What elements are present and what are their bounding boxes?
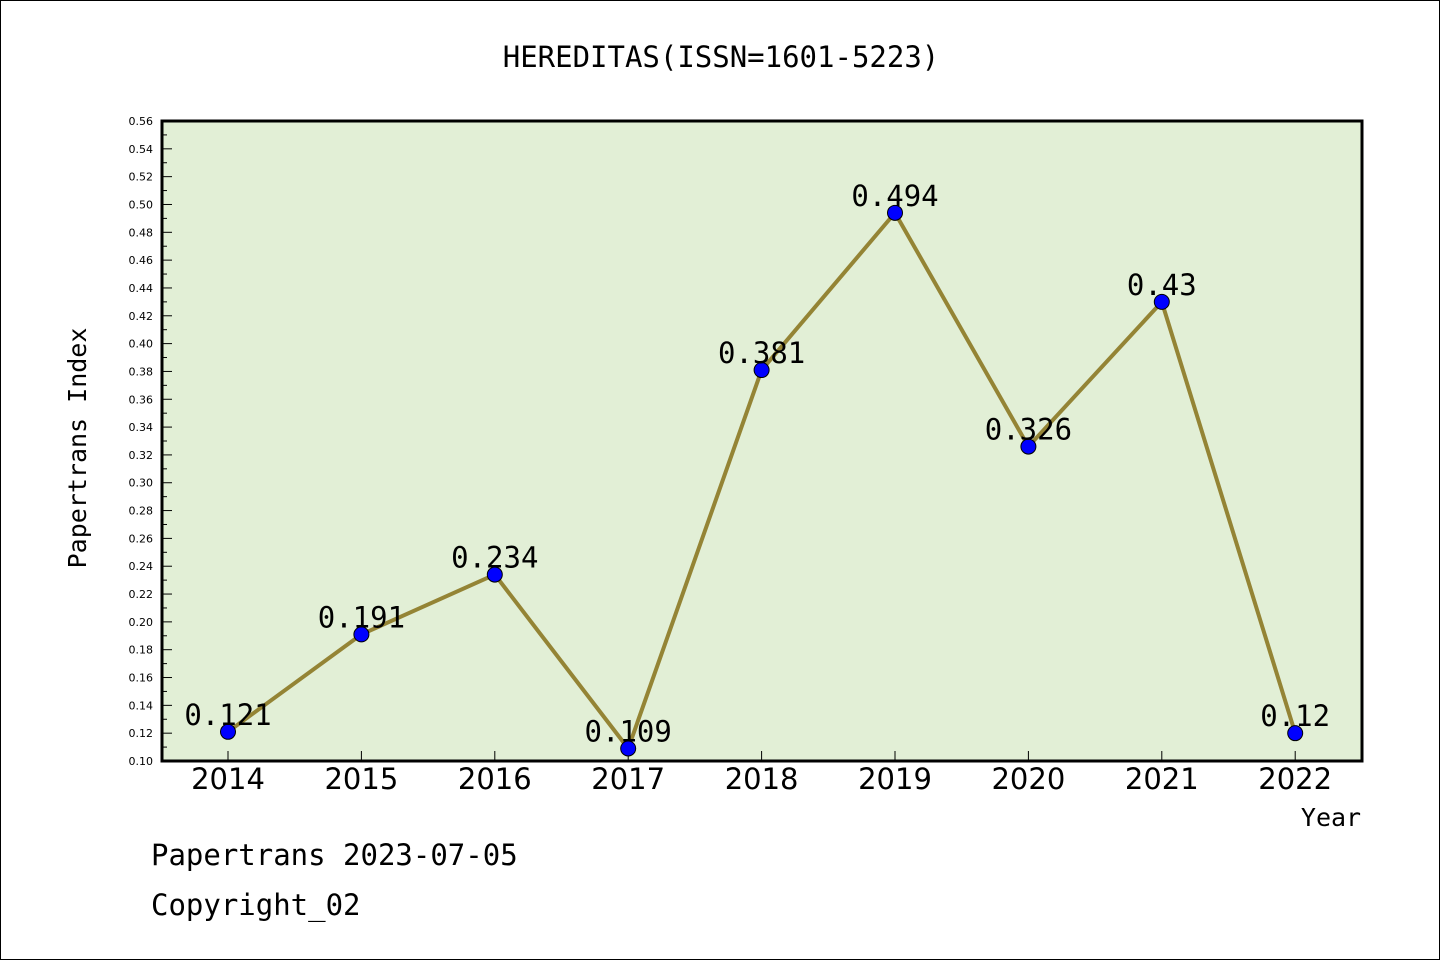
x-tick-label: 2015	[324, 762, 398, 796]
y-tick-label: 0.44	[129, 282, 154, 295]
x-axis-label: Year	[1301, 803, 1361, 832]
y-axis-label: Papertrans Index	[63, 328, 92, 569]
x-tick-label: 2017	[591, 762, 665, 796]
plot-area	[162, 121, 1362, 761]
data-point	[1153, 293, 1170, 310]
y-tick-label: 0.40	[129, 338, 154, 351]
data-label: 0.191	[318, 600, 405, 634]
data-label: 0.43	[1127, 268, 1197, 302]
y-tick-label: 0.34	[129, 421, 154, 434]
data-point	[220, 723, 236, 740]
y-tick-label: 0.22	[129, 588, 154, 601]
x-tick-label: 2014	[191, 762, 265, 796]
y-tick-label: 0.42	[129, 310, 154, 323]
footer-copyright: Copyright_02	[151, 888, 361, 923]
y-tick-label: 0.56	[129, 115, 154, 128]
x-tick-label: 2019	[858, 762, 932, 796]
y-tick-label: 0.36	[129, 393, 154, 406]
data-point	[620, 740, 637, 757]
y-tick-label: 0.14	[129, 699, 154, 712]
data-point	[1020, 438, 1037, 455]
plot-border	[160, 119, 1364, 763]
x-tick-label: 2016	[458, 762, 532, 796]
y-tick-label: 0.50	[129, 198, 154, 211]
y-tick-label: 0.48	[129, 226, 154, 239]
y-tick-label: 0.28	[129, 505, 154, 518]
y-tick-label: 0.38	[129, 365, 154, 378]
footer-date: Papertrans 2023-07-05	[151, 838, 518, 872]
y-tick-label: 0.20	[129, 616, 154, 629]
y-tick-label: 0.54	[129, 143, 154, 156]
x-tick-label: 2020	[991, 762, 1065, 796]
y-axis-ticks: 0.10 0.12 0.14 0.16 0.18 0.20 0.22 0.24 0.26 0.28…	[129, 115, 172, 768]
x-tick-label: 2018	[725, 762, 799, 796]
y-tick-label: 0.52	[129, 171, 154, 184]
y-tick-label: 0.26	[129, 532, 154, 545]
chart-title: HEREDITAS(ISSN=1601-5223)	[503, 40, 940, 74]
data-label: 0.494	[851, 179, 938, 213]
data-labels: 0.121 0.191 0.234 0.109 0.381 0.494 0.326 0.43 0…	[184, 179, 1330, 749]
data-label: 0.12	[1260, 699, 1330, 733]
y-tick-label: 0.46	[129, 254, 154, 267]
data-label: 0.326	[985, 413, 1072, 447]
y-tick-label: 0.30	[129, 477, 154, 490]
y-tick-label: 0.18	[129, 644, 154, 657]
y-tick-label: 0.16	[129, 672, 154, 685]
data-label: 0.234	[451, 541, 538, 575]
data-point	[1287, 725, 1304, 742]
data-label: 0.109	[585, 714, 672, 748]
y-tick-label: 0.32	[129, 449, 154, 462]
x-axis-ticks: 2014 2015 2016 2017 2018 2019 2020 2021 2022	[191, 751, 1332, 796]
y-tick-label: 0.12	[129, 727, 154, 740]
data-point	[887, 204, 903, 221]
data-points	[220, 204, 1304, 757]
data-point	[486, 566, 503, 583]
y-tick-label: 0.10	[129, 755, 154, 768]
y-tick-label: 0.24	[129, 560, 154, 573]
data-label: 0.381	[718, 336, 805, 370]
x-tick-label: 2022	[1258, 762, 1332, 796]
x-tick-label: 2021	[1125, 762, 1199, 796]
data-point	[753, 362, 770, 379]
data-label: 0.121	[184, 698, 271, 732]
data-point	[353, 626, 370, 643]
